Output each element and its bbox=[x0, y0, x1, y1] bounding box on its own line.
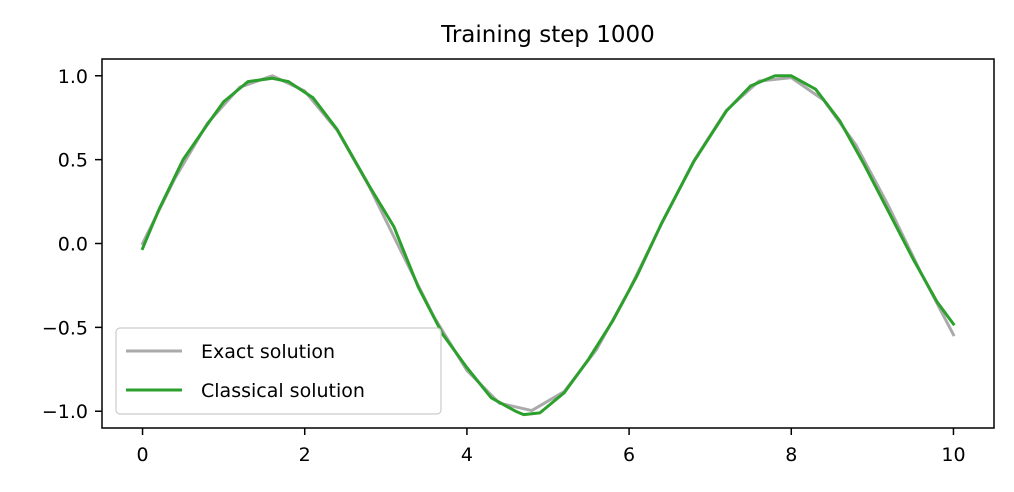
series-line-1 bbox=[140, 74, 956, 417]
y-tick-label: −1.0 bbox=[42, 401, 88, 423]
x-tick-label: 6 bbox=[623, 444, 635, 466]
x-tick-label: 4 bbox=[461, 444, 473, 466]
y-tick-label: 0.0 bbox=[58, 234, 88, 256]
legend-label: Classical solution bbox=[201, 380, 365, 402]
y-tick-label: −0.5 bbox=[42, 317, 88, 339]
chart-title: Training step 1000 bbox=[440, 22, 655, 48]
y-tick-label: 1.0 bbox=[58, 66, 88, 88]
legend-label: Exact solution bbox=[201, 341, 335, 363]
y-tick-label: 0.5 bbox=[58, 150, 88, 172]
x-tick-label: 8 bbox=[785, 444, 797, 466]
legend-box bbox=[115, 327, 442, 415]
x-tick-label: 2 bbox=[299, 444, 311, 466]
x-tick-label: 10 bbox=[941, 444, 965, 466]
legend: Exact solution Classical solution bbox=[115, 327, 442, 415]
series-layer bbox=[140, 74, 956, 417]
axes-layer: 0 2 4 6 8 10 −1.0 −0.5 0.0 0.5 1.0 bbox=[42, 58, 995, 466]
x-tick-label: 0 bbox=[136, 444, 148, 466]
